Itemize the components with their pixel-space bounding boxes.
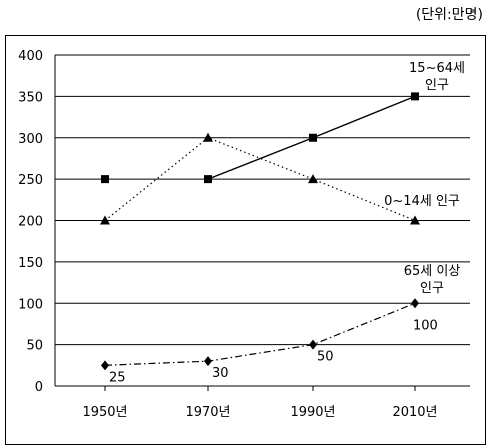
- y-tick-label: 350: [18, 90, 43, 105]
- data-point-square: [309, 133, 317, 142]
- data-point-diamond: [411, 298, 419, 309]
- data-point-diamond: [101, 360, 109, 371]
- y-tick-label: 200: [18, 215, 43, 230]
- series-label: 65세 이상: [404, 264, 461, 279]
- x-tick-label: 2010년: [392, 405, 437, 420]
- data-value-label: 50: [317, 350, 334, 365]
- y-tick-label: 100: [18, 297, 43, 312]
- unit-label: (단위:만명): [415, 7, 483, 23]
- data-point-triangle: [100, 215, 110, 225]
- x-tick-label: 1970년: [185, 405, 230, 420]
- data-point-triangle: [203, 132, 213, 142]
- data-point-triangle: [410, 215, 420, 225]
- data-value-label: 25: [109, 370, 126, 385]
- data-value-label: 30: [212, 366, 229, 381]
- y-tick-label: 250: [18, 173, 43, 188]
- data-point-triangle: [308, 174, 318, 184]
- data-point-square: [101, 175, 109, 184]
- y-tick-label: 150: [18, 256, 43, 271]
- x-tick-label: 1950년: [82, 405, 127, 420]
- y-tick-label: 400: [18, 49, 43, 64]
- series-label: 인구: [425, 78, 449, 93]
- series-label: 0~14세 인구: [384, 194, 460, 209]
- y-tick-label: 300: [18, 132, 43, 147]
- series-label: 15~64세: [409, 61, 465, 76]
- y-tick-label: 50: [26, 339, 43, 354]
- chart-frame: [5, 35, 486, 445]
- data-point-diamond: [204, 356, 212, 367]
- series-line: [104, 302, 416, 366]
- data-point-square: [204, 175, 212, 184]
- data-value-label: 100: [413, 318, 438, 333]
- data-point-square: [411, 92, 419, 101]
- data-point-diamond: [309, 339, 317, 350]
- series-label: 인구: [420, 281, 444, 296]
- y-tick-label: 0: [35, 380, 43, 395]
- x-tick-label: 1990년: [290, 405, 335, 420]
